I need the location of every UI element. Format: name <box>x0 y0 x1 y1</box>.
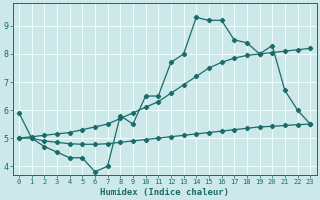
X-axis label: Humidex (Indice chaleur): Humidex (Indice chaleur) <box>100 188 229 197</box>
